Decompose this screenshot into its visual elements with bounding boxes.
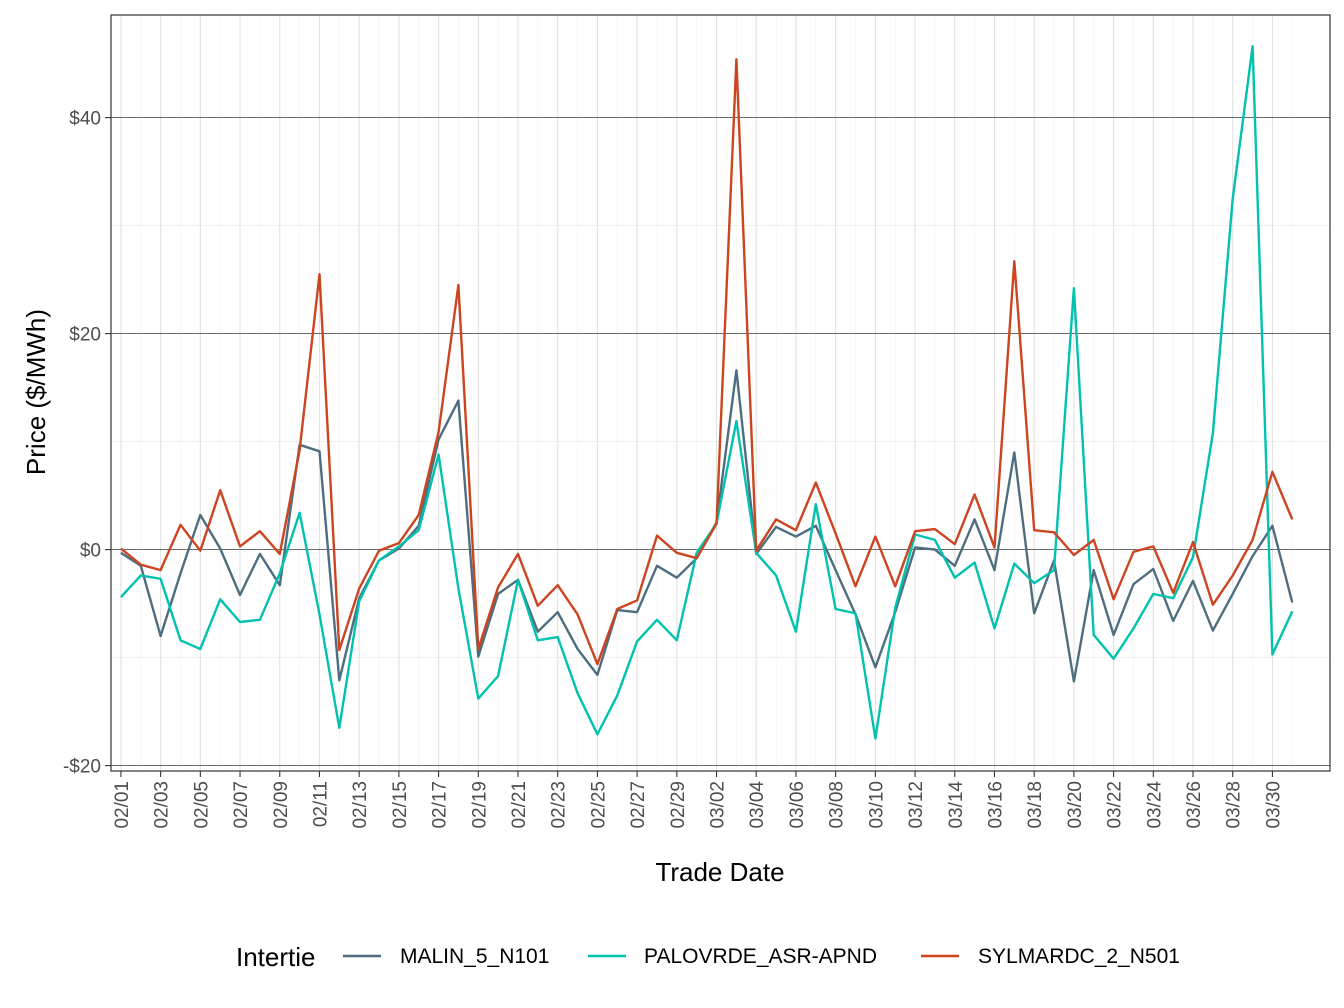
x-tick-label: 03/22 (1105, 781, 1126, 829)
legend: Intertie MALIN_5_N101 PALOVRDE_ASR-APND SY… (236, 942, 1180, 972)
plot-panel-border (110, 14, 1331, 772)
y-tick-label: -$20 (63, 757, 101, 778)
x-tick-label: 03/20 (1065, 781, 1086, 829)
major-gridlines (111, 15, 1330, 771)
x-tick-label: 03/12 (906, 781, 927, 829)
x-tick-label: 03/28 (1224, 781, 1245, 829)
x-tick-label: 02/01 (112, 781, 133, 829)
x-tick-label: 02/23 (549, 781, 570, 829)
x-tick-label: 03/02 (708, 781, 729, 829)
x-tick-label: 02/21 (509, 781, 530, 829)
x-tick-label: 02/17 (430, 781, 451, 829)
x-axis-title: Trade Date (655, 857, 784, 887)
x-tick-label: 02/09 (271, 781, 292, 829)
series-lines (120, 45, 1294, 740)
x-tick-label: 02/13 (350, 781, 371, 829)
x-tick-label: 03/06 (787, 781, 808, 829)
x-tick-label: 03/04 (747, 781, 768, 829)
y-axis: -$20 $0 $20 $40 (63, 109, 111, 778)
x-tick-label: 02/11 (310, 781, 331, 827)
minor-gridlines (111, 15, 1330, 771)
y-tick-label: $20 (69, 325, 101, 346)
x-tick-label: 02/29 (668, 781, 689, 829)
legend-label: MALIN_5_N101 (400, 945, 549, 968)
x-tick-label: 03/08 (827, 781, 848, 829)
y-tick-label: $0 (80, 541, 101, 562)
x-tick-label: 02/25 (588, 781, 609, 829)
y-axis-title: Price ($/MWh) (21, 309, 51, 475)
x-tick-label: 03/14 (946, 781, 967, 829)
x-tick-label: 02/03 (152, 781, 173, 829)
legend-label: SYLMARDC_2_N501 (978, 945, 1180, 968)
x-tick-label: 03/26 (1184, 781, 1205, 829)
x-tick-label: 03/18 (1025, 781, 1046, 829)
legend-title: Intertie (236, 942, 316, 972)
x-tick-label: 02/15 (390, 781, 411, 829)
series-line-palovrde-asr-apnd (120, 45, 1294, 740)
x-tick-label: 03/16 (985, 781, 1006, 829)
x-tick-label: 03/10 (866, 781, 887, 829)
legend-label: PALOVRDE_ASR-APND (644, 945, 877, 968)
x-tick-label: 03/24 (1144, 781, 1165, 829)
x-tick-label: 02/07 (231, 781, 252, 829)
x-tick-label: 03/30 (1263, 781, 1284, 829)
x-axis: 02/01 02/03 02/05 02/07 02/09 02/11 02/13 02/15… (112, 771, 1284, 829)
x-tick-label: 02/19 (469, 781, 490, 829)
x-tick-label: 02/05 (191, 781, 212, 829)
series-line-sylmardc-2-n501 (120, 58, 1294, 666)
y-tick-label: $40 (69, 109, 101, 130)
x-tick-label: 02/27 (628, 781, 649, 829)
